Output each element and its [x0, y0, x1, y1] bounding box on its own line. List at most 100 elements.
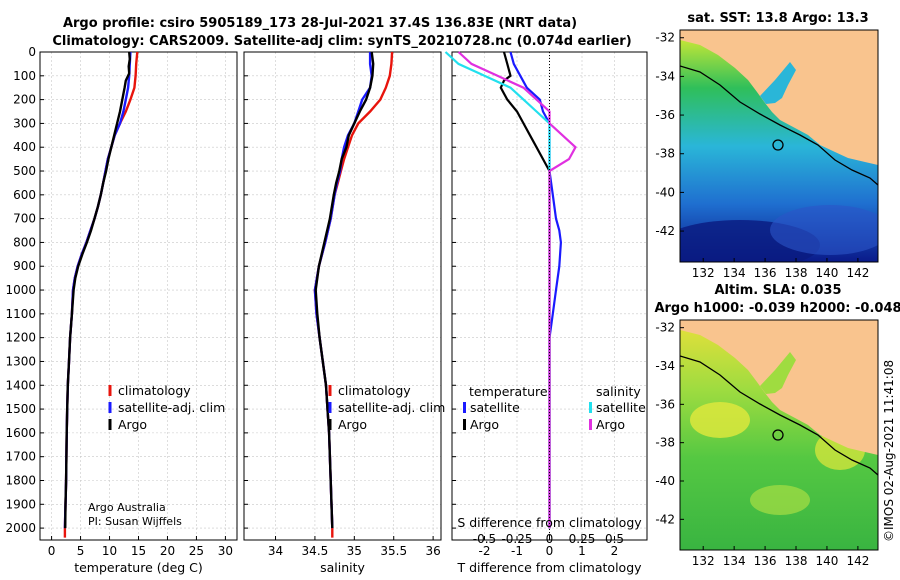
map-xtick-label: 136 — [754, 266, 777, 280]
depth-tick-label: 500 — [13, 164, 36, 178]
legend-swatch-climatology — [328, 385, 332, 396]
credit-line2: PI: Susan Wijffels — [88, 515, 182, 528]
s-diff-tick-label: -0.25 — [501, 532, 532, 546]
map-xtick-label: 142 — [846, 266, 869, 280]
legend-swatch-temp-satellite — [463, 402, 466, 413]
sla-map-frame — [679, 319, 879, 551]
difference-panel: -2 -1 0 1 2 T difference from climatology S di… — [444, 51, 648, 575]
depth-tick-label: 1500 — [5, 402, 36, 416]
legend-title-temperature: temperature — [469, 384, 548, 399]
sal-line-satelliteadjclim — [313, 52, 373, 529]
sla-map — [680, 320, 878, 550]
legend-label: Argo — [338, 417, 367, 432]
map-ytick-label: -32 — [655, 31, 675, 45]
sla-high-patch-3 — [750, 485, 810, 515]
figure-title-line1: Argo profile: csiro 5905189_173 28-Jul-2… — [63, 16, 577, 31]
depth-tick-label: 400 — [13, 140, 36, 154]
depth-tick-label: 1000 — [5, 283, 36, 297]
sst-map-title: sat. SST: 13.8 Argo: 13.3 — [687, 11, 868, 26]
legend-label: satellite-adj. clim — [118, 400, 225, 415]
sst-argo-marker — [772, 139, 784, 151]
sal-xtick-label: 36 — [425, 544, 440, 558]
map-ytick-label: -42 — [655, 512, 675, 526]
diff-line-salinityargo — [457, 51, 577, 529]
depth-tick-label: 1700 — [5, 450, 36, 464]
legend-label: satellite — [596, 400, 646, 415]
temp-xtick-label: 15 — [131, 544, 146, 558]
legend-swatch-satelliteadjclim — [108, 402, 112, 413]
depth-tick-label: 1900 — [5, 497, 36, 511]
legend-label: Argo — [596, 417, 625, 432]
temperature-panel: 0 5 10 15 20 25 300100200300400500600700800900… — [5, 45, 238, 575]
depth-tick-label: 1800 — [5, 473, 36, 487]
depth-tick-label: 100 — [13, 69, 36, 83]
credit-line1: Argo Australia — [88, 501, 166, 514]
map-ytick-label: -40 — [655, 474, 675, 488]
sla-gulf — [760, 352, 796, 394]
map-xtick-label: 132 — [692, 266, 715, 280]
map-ytick-label: -38 — [655, 147, 675, 161]
legend-swatch-climatology — [108, 385, 112, 396]
map-xtick-label: 134 — [723, 266, 746, 280]
salinity-panel: 34 34.5 35 35.5 36 salinity climatology satelli… — [243, 51, 445, 575]
sal-xtick-label: 35 — [347, 544, 362, 558]
temp-line-climatology — [63, 51, 139, 538]
depth-tick-label: 1400 — [5, 378, 36, 392]
temp-xtick-label: 25 — [189, 544, 204, 558]
diff-line-salinitysatellite — [444, 51, 551, 529]
sst-map-frame — [679, 29, 879, 263]
depth-tick-label: 2000 — [5, 521, 36, 535]
depth-tick-label: 900 — [13, 259, 36, 273]
map-ytick-label: -36 — [655, 108, 675, 122]
diff-xtick-label: -1 — [511, 544, 523, 558]
sal-xtick-label: 34 — [268, 544, 283, 558]
depth-tick-label: 800 — [13, 235, 36, 249]
sst-cool-patch — [770, 205, 878, 255]
sst-map — [680, 30, 878, 262]
legend-label: climatology — [338, 383, 411, 398]
sla-map-title-line2: Argo h1000: -0.039 h2000: -0.048 — [654, 301, 900, 316]
map-xtick-label: 136 — [754, 554, 777, 568]
legend-label: satellite — [470, 400, 520, 415]
diff-xlabel: T difference from climatology — [456, 560, 642, 575]
sal-xlabel: salinity — [320, 560, 365, 575]
map-ytick-label: -40 — [655, 185, 675, 199]
legend-swatch-sal-satellite — [589, 402, 592, 413]
sla-map-title-line1: Altim. SLA: 0.035 — [715, 283, 842, 298]
map-ytick-label: -36 — [655, 397, 675, 411]
diff-xtick-label: -2 — [479, 544, 491, 558]
map-ytick-label: -38 — [655, 436, 675, 450]
depth-tick-label: 1100 — [5, 307, 36, 321]
depth-tick-label: 1600 — [5, 426, 36, 440]
map-xtick-label: 138 — [785, 266, 808, 280]
depth-tick-label: 200 — [13, 93, 36, 107]
legend-swatch-satelliteadjclim — [328, 402, 332, 413]
legend-swatch-temp-argo — [463, 419, 466, 430]
map-xtick-label: 134 — [723, 554, 746, 568]
sla-high-patch-1 — [690, 402, 750, 438]
legend-swatch-argo — [328, 419, 332, 430]
depth-tick-label: 700 — [13, 212, 36, 226]
map-xtick-label: 140 — [816, 554, 839, 568]
map-ytick-label: -42 — [655, 224, 675, 238]
diff-xtick-label: 1 — [578, 544, 586, 558]
map-xtick-label: 138 — [785, 554, 808, 568]
s-diff-tick-label: 0.25 — [569, 532, 596, 546]
diff-xtick-label: 2 — [611, 544, 619, 558]
map-ytick-label: -34 — [655, 359, 675, 373]
sal-xtick-label: 35.5 — [380, 544, 407, 558]
temp-xtick-label: 0 — [48, 544, 56, 558]
depth-tick-label: 0 — [28, 45, 36, 59]
legend-label: satellite-adj. clim — [338, 400, 445, 415]
map-xtick-label: 142 — [846, 554, 869, 568]
map-ytick-label: -32 — [655, 321, 675, 335]
sst-gulf — [760, 62, 796, 104]
sla-argo-marker — [772, 429, 784, 441]
diff-xtick-label: 0 — [546, 544, 554, 558]
legend-label: Argo — [118, 417, 147, 432]
depth-tick-label: 300 — [13, 116, 36, 130]
temp-xtick-label: 30 — [218, 544, 233, 558]
s-diff-tick-label: 0.5 — [605, 532, 624, 546]
depth-tick-label: 1300 — [5, 354, 36, 368]
